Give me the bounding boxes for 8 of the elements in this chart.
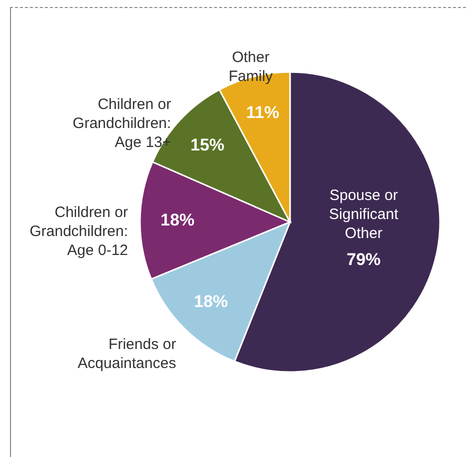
- slice-label: Friends or Acquaintances: [78, 336, 176, 372]
- data-label: 18%: [160, 210, 195, 230]
- slice-label: Spouse or Significant Other: [329, 187, 400, 242]
- data-label: 18%: [194, 292, 228, 311]
- data-label: 11%: [246, 102, 280, 122]
- data-label: 15%: [190, 136, 224, 155]
- slice-label: Children or Grandchildren: Age 0-12: [30, 204, 128, 260]
- data-label: 79%: [346, 250, 381, 270]
